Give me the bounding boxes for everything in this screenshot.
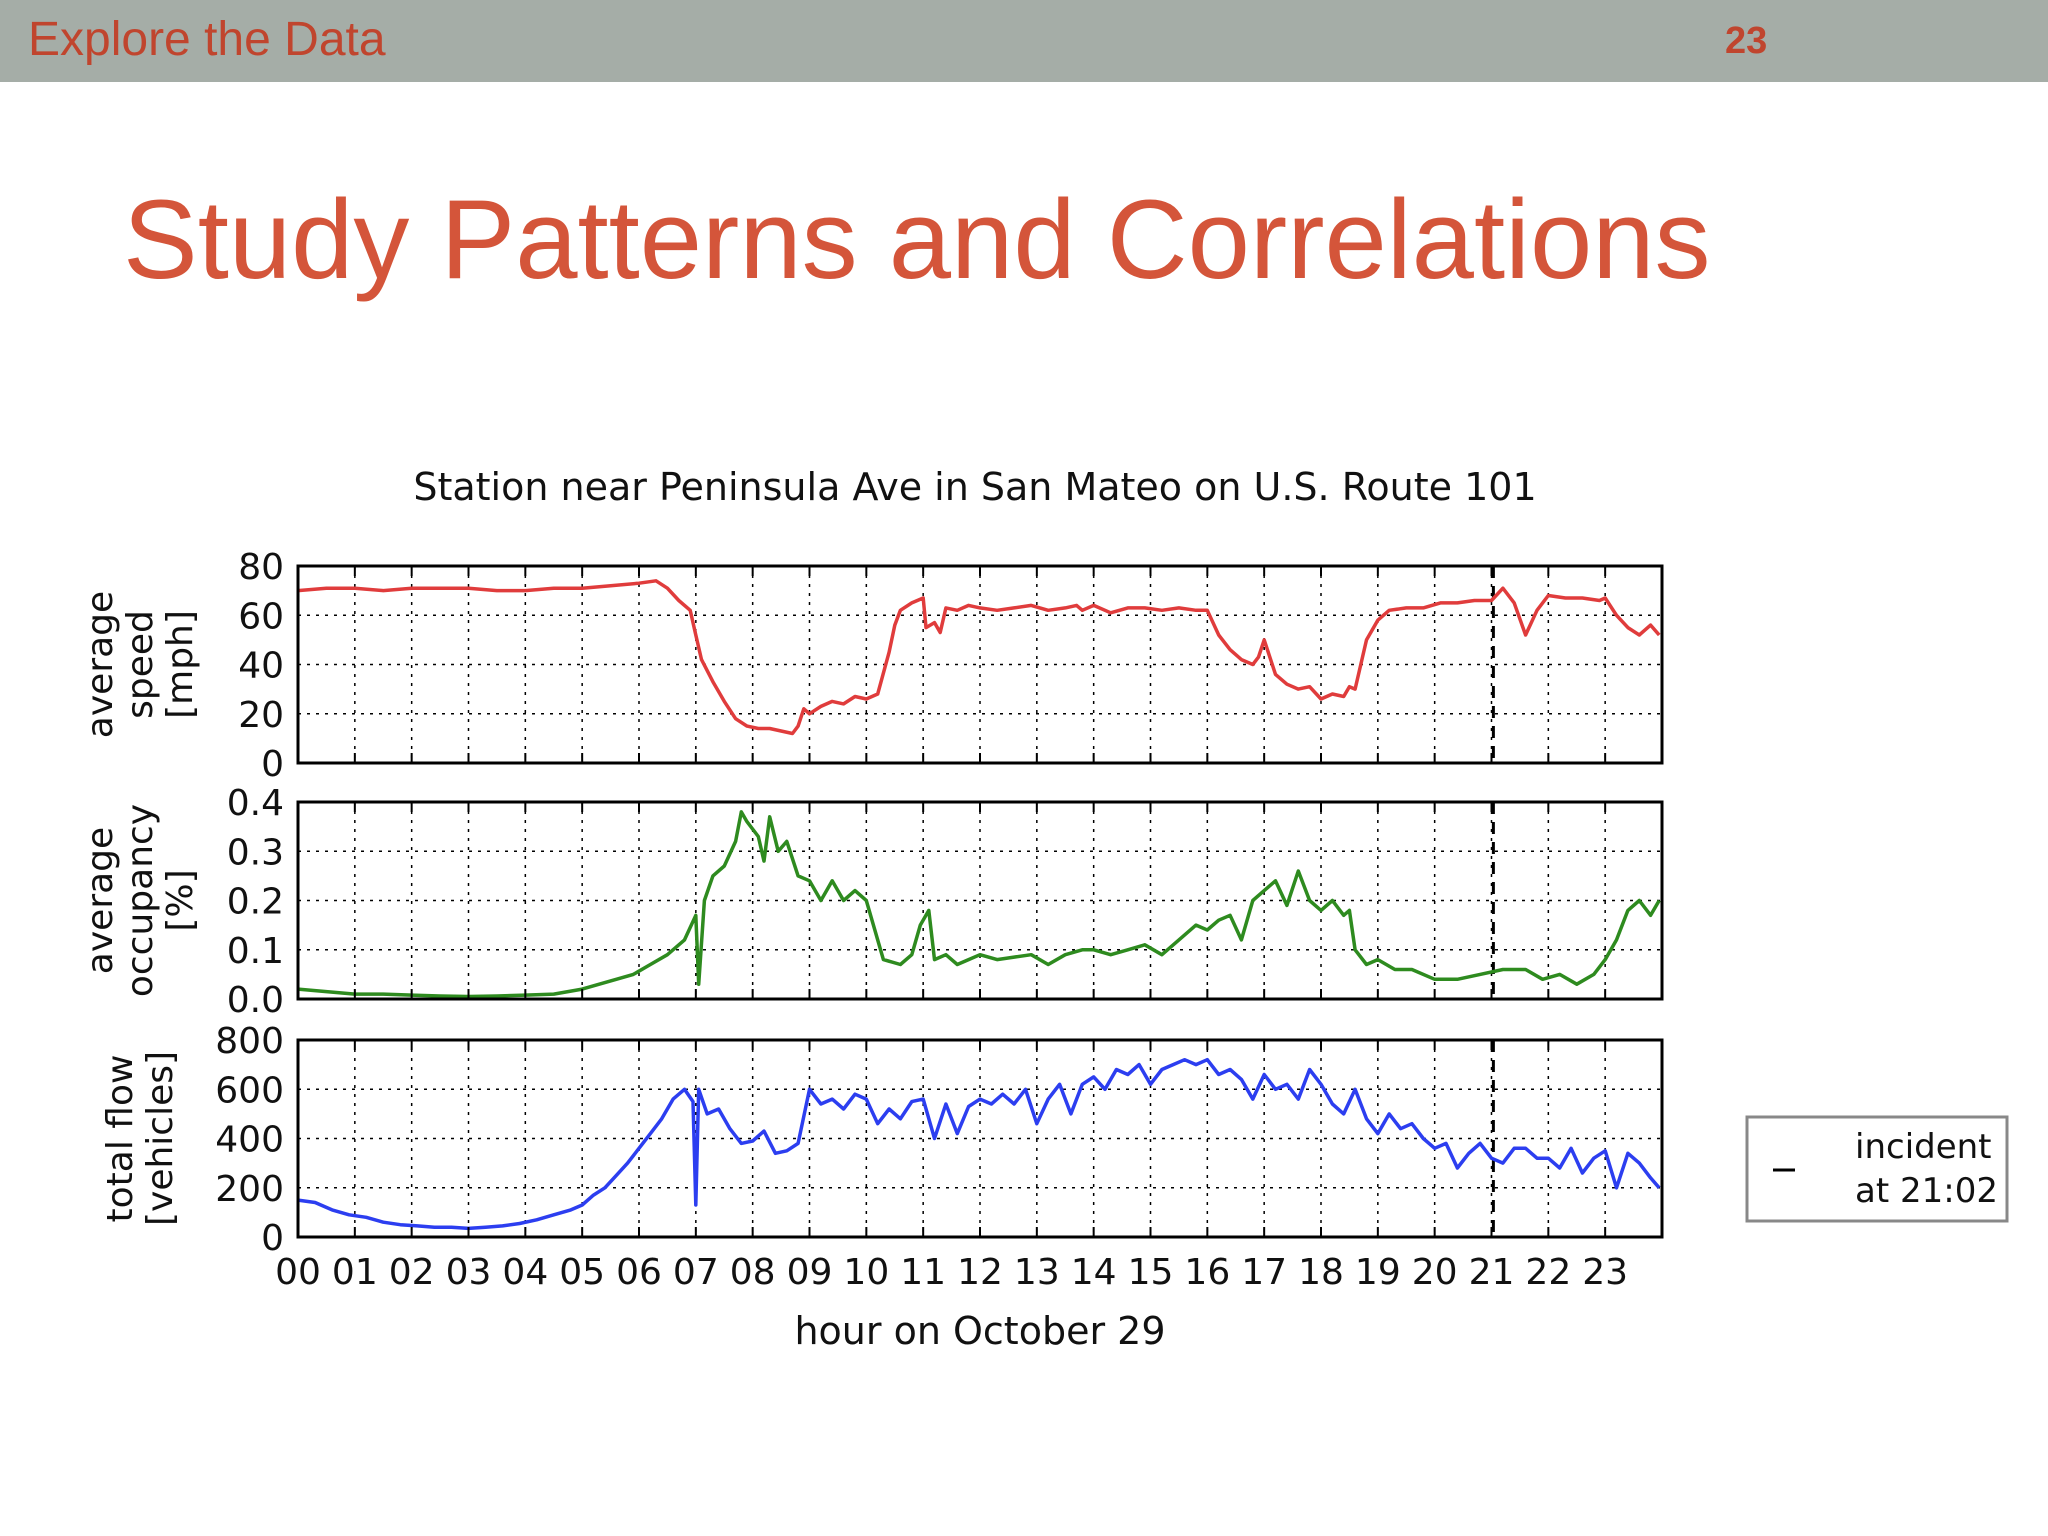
y-axis-label: total flow — [100, 1055, 141, 1223]
y-tick-label: 40 — [238, 646, 284, 687]
x-tick-label: 06 — [616, 1252, 662, 1293]
y-axis-label: speed — [120, 610, 161, 719]
x-tick-label: 18 — [1298, 1252, 1344, 1293]
y-axis-label: [mph] — [160, 610, 201, 719]
x-tick-label: 07 — [673, 1252, 719, 1293]
x-tick-label: 04 — [502, 1252, 548, 1293]
x-tick-label: 23 — [1582, 1252, 1628, 1293]
y-tick-label: 0.4 — [227, 783, 284, 824]
x-tick-label: 14 — [1071, 1252, 1117, 1293]
section-title: Explore the Data — [28, 13, 386, 66]
chart-title: Station near Peninsula Ave in San Mateo … — [413, 465, 1536, 509]
y-axis-label: average — [80, 591, 121, 738]
x-tick-label: 11 — [900, 1252, 946, 1293]
y-tick-label: 0 — [261, 1218, 284, 1259]
x-tick-label: 08 — [730, 1252, 776, 1293]
panel-flow: 0 200 400 600 800 total flow [vehicles] — [100, 1021, 1664, 1259]
y-axis-label: average — [80, 827, 121, 974]
x-tick-label: 15 — [1128, 1252, 1174, 1293]
panel-speed: 0 20 40 60 80 average speed [mph] — [80, 547, 1664, 785]
x-tick-label: 16 — [1184, 1252, 1230, 1293]
y-tick-label: 600 — [215, 1070, 284, 1111]
y-tick-label: 20 — [238, 695, 284, 736]
legend: incident at 21:02 — [1745, 1115, 2009, 1223]
y-axis-label: [vehicles] — [140, 1051, 181, 1226]
y-tick-label: 400 — [215, 1120, 284, 1161]
x-tick-label: 02 — [389, 1252, 435, 1293]
y-tick-label: 0.1 — [227, 931, 284, 972]
y-tick-label: 0.0 — [227, 980, 284, 1021]
y-axis-label: occupancy — [120, 804, 161, 997]
x-tick-label: 12 — [957, 1252, 1003, 1293]
x-tick-label: 10 — [843, 1252, 889, 1293]
x-tick-label: 13 — [1014, 1252, 1060, 1293]
series-line-speed — [297, 579, 1661, 736]
series-line-flow — [297, 1057, 1661, 1231]
x-axis-label: hour on October 29 — [794, 1309, 1165, 1353]
top-bar — [0, 0, 2048, 82]
x-tick-label: 22 — [1525, 1252, 1571, 1293]
y-tick-label: 200 — [215, 1169, 284, 1210]
x-tick-label: 03 — [446, 1252, 492, 1293]
x-tick-label: 21 — [1469, 1252, 1515, 1293]
x-tick-label: 00 — [275, 1252, 321, 1293]
y-tick-label: 0.2 — [227, 882, 284, 923]
x-tick-label: 05 — [559, 1252, 605, 1293]
slide-number: 23 — [1725, 20, 1768, 62]
legend-label-incident: incident — [1855, 1127, 1992, 1167]
x-tick-label: 17 — [1241, 1252, 1287, 1293]
y-axis-label: [%] — [160, 869, 201, 931]
x-tick-label: 09 — [787, 1252, 833, 1293]
x-tick-label: 01 — [332, 1252, 378, 1293]
y-tick-label: 0 — [261, 744, 284, 785]
x-tick-label: 20 — [1412, 1252, 1458, 1293]
slide-heading: Study Patterns and Correlations — [123, 177, 1711, 302]
legend-label-incident-time: at 21:02 — [1855, 1171, 1998, 1211]
y-tick-label: 800 — [215, 1021, 284, 1062]
series-line-occupancy — [297, 810, 1661, 999]
x-tick-label: 19 — [1355, 1252, 1401, 1293]
x-tick-labels: 00 01 02 03 04 05 06 07 08 09 10 11 12 13 14 15 16 17 18 19… — [275, 1252, 1628, 1293]
panel-occupancy: 0.0 0.1 0.2 0.3 0.4 average occupancy [%] — [80, 783, 1664, 1021]
y-tick-label: 80 — [238, 547, 284, 588]
y-tick-label: 60 — [238, 596, 284, 637]
y-tick-label: 0.3 — [227, 832, 284, 873]
